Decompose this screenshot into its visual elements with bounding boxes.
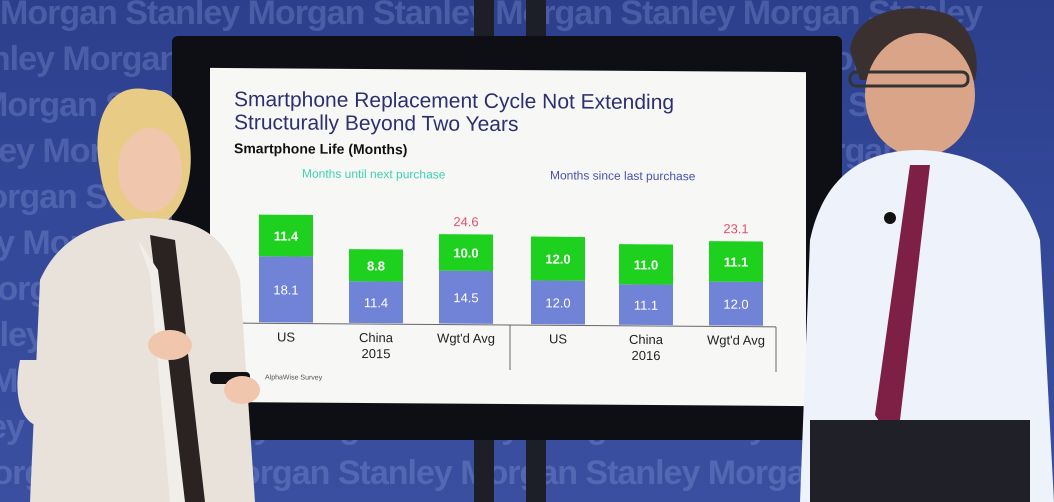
data-label: 18.1: [273, 282, 298, 297]
data-label: 11.4: [364, 295, 388, 310]
total-label: 24.6: [453, 214, 478, 229]
data-label: 11.1: [634, 298, 658, 313]
data-label: 11.0: [634, 257, 659, 272]
bar-segment-last-purchase: [709, 281, 763, 326]
stacked-bar-chart: 18.111.4US11.48.8China201514.510.024.6Wg…: [241, 214, 777, 372]
presentation-slide: Smartphone Replacement Cycle Not Extendi…: [210, 67, 806, 407]
data-label: 12.0: [723, 297, 748, 312]
category-tick-label: 2015: [362, 346, 391, 361]
monitor-stand-pole: [474, 436, 494, 502]
category-tick-label: China: [359, 330, 394, 345]
bar-segment-next-purchase: [259, 214, 313, 257]
category-tick-label: US: [549, 331, 567, 346]
monitor-stand-pole: [526, 0, 546, 40]
bar-segment-next-purchase: [709, 241, 763, 282]
category-tick-label: China: [629, 332, 664, 347]
data-label: 11.4: [274, 228, 299, 243]
presenter-right: [800, 8, 1054, 502]
category-tick-label: Wgt'd Avg: [707, 332, 765, 347]
data-label: 11.1: [724, 254, 749, 269]
category-tick-label: US: [277, 329, 295, 344]
category-tick-label: 2016: [632, 348, 661, 363]
bar-segment-next-purchase: [349, 249, 403, 282]
bar-segment-last-purchase: [531, 280, 585, 325]
bar-segment-last-purchase: [349, 281, 403, 324]
data-label: 14.5: [453, 290, 478, 305]
bar-segment-last-purchase: [619, 284, 673, 326]
bar-segment-next-purchase: [619, 244, 673, 285]
data-label: 12.0: [545, 252, 570, 267]
bar-segment-last-purchase: [439, 270, 493, 324]
data-label: 8.8: [367, 258, 385, 273]
data-label: 12.0: [545, 295, 570, 310]
x-axis-line: [242, 322, 776, 328]
data-label: 10.0: [453, 245, 478, 260]
bar-segment-next-purchase: [439, 234, 493, 271]
bar-segment-last-purchase: [259, 256, 313, 323]
category-tick-label: Wgt'd Avg: [437, 331, 495, 346]
presenter-left: [17, 88, 260, 502]
monitor-stand-pole: [526, 436, 546, 502]
monitor-stand-pole: [474, 0, 494, 40]
bar-segment-next-purchase: [531, 236, 585, 281]
total-label: 23.1: [723, 221, 748, 236]
